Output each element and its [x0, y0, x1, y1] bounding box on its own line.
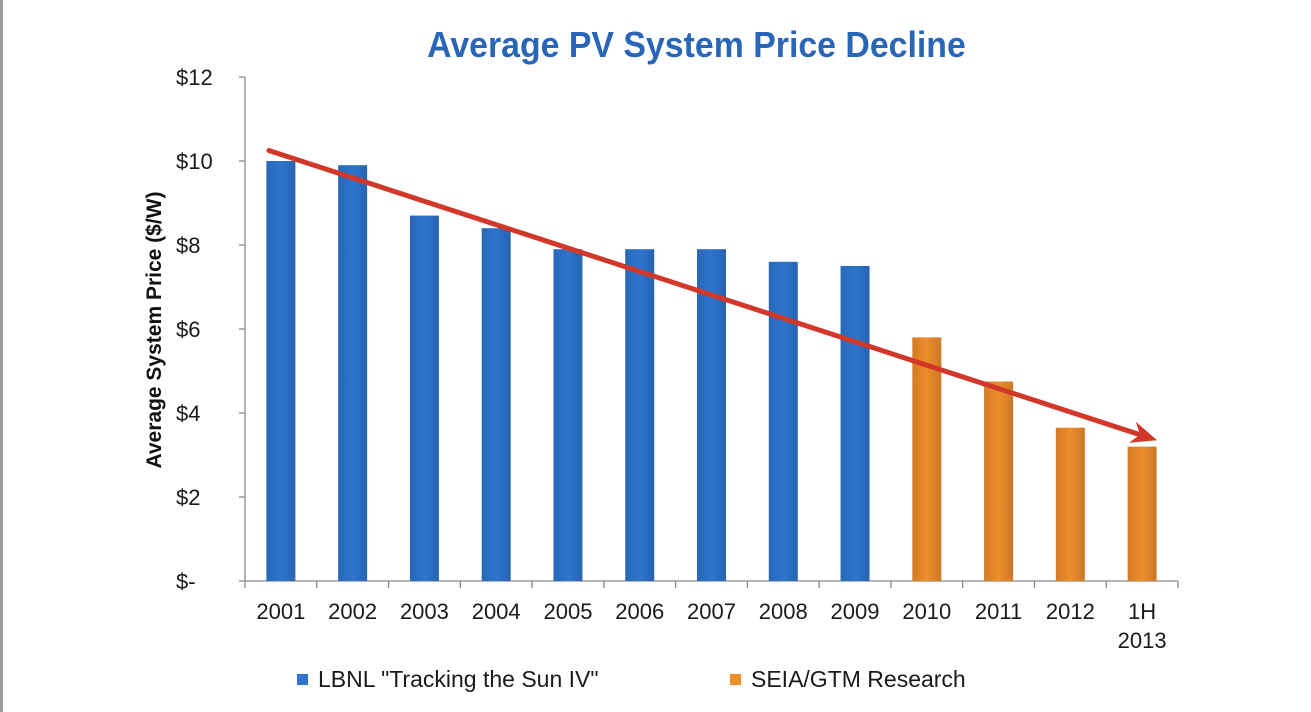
trend-arrow-line — [266, 148, 1147, 439]
y-tick-label: $2 — [176, 485, 200, 510]
legend-item-lbnl: LBNL "Tracking the Sun IV" — [297, 664, 599, 694]
x-tick-label: 2004 — [472, 599, 521, 624]
y-tick-label: $8 — [176, 233, 200, 258]
bar-seia-2011 — [984, 381, 1014, 581]
x-tick-label: 2012 — [1046, 599, 1095, 624]
x-tick-label: 2003 — [400, 599, 449, 624]
x-tick-label: 2002 — [328, 599, 377, 624]
legend-swatch-seia — [730, 673, 741, 685]
bar-lbnl-2009 — [840, 266, 870, 581]
legend-label-lbnl: LBNL "Tracking the Sun IV" — [318, 665, 599, 692]
bar-seia-2012 — [1055, 427, 1085, 581]
bar-seia-1H-2013 — [1127, 446, 1157, 581]
legend-swatch-lbnl — [297, 673, 308, 685]
slide-edge — [0, 0, 3, 712]
bar-lbnl-2004 — [481, 228, 511, 581]
x-tick-label: 2005 — [543, 599, 592, 624]
y-tick-label: $10 — [176, 149, 213, 174]
x-tick-label: 2007 — [687, 599, 736, 624]
x-tick-label: 1H 2013 — [1118, 599, 1167, 653]
x-tick-label: 2009 — [831, 599, 880, 624]
bar-lbnl-2008 — [768, 261, 798, 581]
bar-lbnl-2003 — [409, 215, 439, 581]
bar-seia-2010 — [912, 337, 942, 581]
x-tick-label: 2010 — [902, 599, 951, 624]
bar-lbnl-2007 — [697, 249, 726, 581]
bar-lbnl-2001 — [266, 161, 296, 581]
x-tick-label: 2001 — [256, 599, 305, 624]
legend-item-seia: SEIA/GTM Research — [730, 664, 966, 694]
y-tick-label: $- — [176, 569, 196, 594]
x-tick-label: 2006 — [615, 599, 664, 624]
y-tick-label: $6 — [176, 317, 200, 342]
bar-lbnl-2006 — [625, 249, 655, 581]
bar-lbnl-2002 — [338, 165, 368, 581]
y-tick-label: $4 — [176, 401, 200, 426]
chart-title: Average PV System Price Decline — [427, 24, 966, 65]
bar-lbnl-2005 — [553, 249, 583, 581]
x-tick-label: 2011 — [975, 599, 1022, 624]
legend-label-seia: SEIA/GTM Research — [751, 665, 966, 692]
y-tick-label: $12 — [176, 65, 213, 90]
trend-arrow-head — [1128, 421, 1158, 443]
x-tick-label: 2008 — [759, 599, 808, 624]
